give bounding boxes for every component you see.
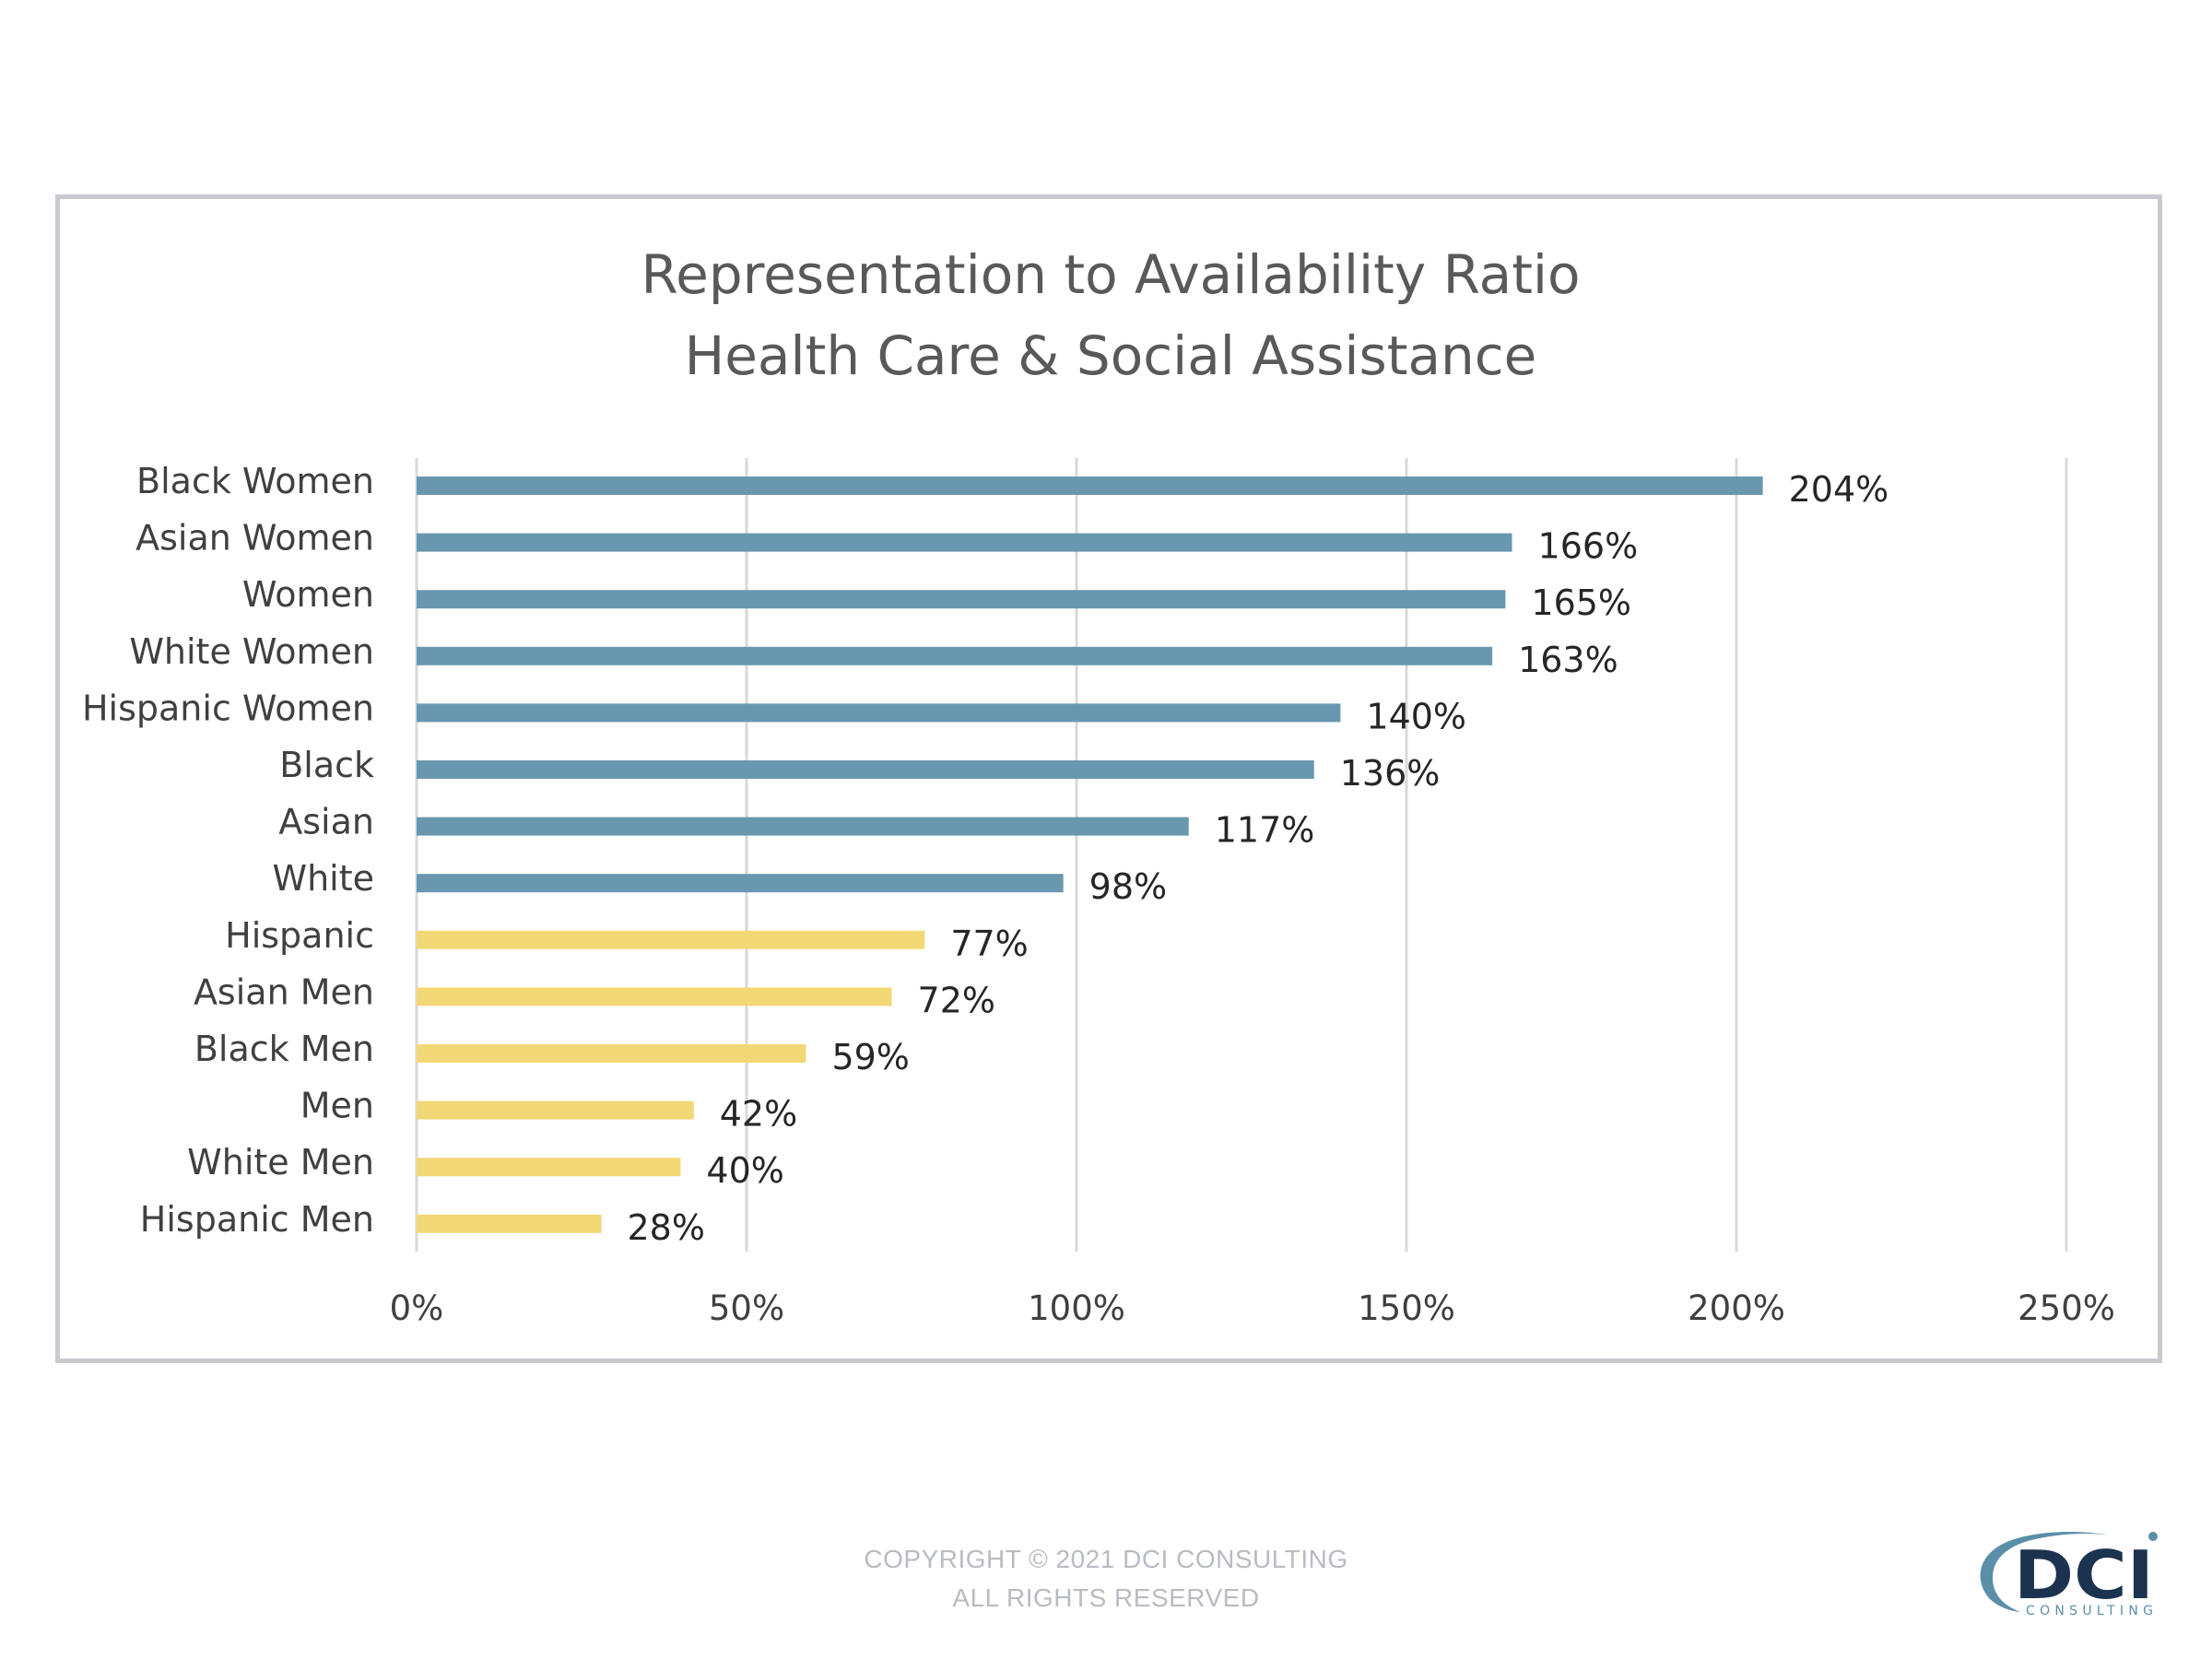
- data-label: 166%: [1538, 526, 1639, 567]
- bar: [417, 590, 1506, 609]
- data-label: 165%: [1531, 582, 1631, 623]
- bar: [417, 987, 892, 1006]
- category-label: Men: [300, 1086, 374, 1126]
- data-label: 40%: [706, 1150, 783, 1191]
- bar: [417, 930, 925, 949]
- bar: [417, 646, 1493, 665]
- bar: [417, 874, 1064, 893]
- category-label: Hispanic Men: [140, 1199, 374, 1240]
- copyright-text: COPYRIGHT © 2021 DCI CONSULTING: [864, 1545, 1348, 1573]
- category-label: Asian Men: [194, 971, 374, 1012]
- data-label: 72%: [918, 980, 995, 1020]
- bar: [417, 817, 1189, 836]
- data-label: 77%: [950, 924, 1028, 964]
- category-label: White Men: [187, 1142, 374, 1182]
- chart-title-line-2: Health Care & Social Assistance: [685, 324, 1537, 387]
- category-label: Hispanic Women: [82, 688, 374, 728]
- category-label: White: [273, 858, 375, 899]
- category-label: Women: [242, 574, 374, 615]
- x-tick-label: 100%: [1028, 1288, 1125, 1328]
- logo-subtext: CONSULTING: [2026, 1604, 2153, 1618]
- x-axis-tick-labels: 0% 50% 100% 150% 200% 250%: [390, 1288, 2115, 1328]
- category-label: Asian: [278, 802, 374, 842]
- data-label: 136%: [1340, 753, 1441, 794]
- data-label: 98%: [1089, 866, 1167, 907]
- bar: [417, 1044, 806, 1063]
- bar: [417, 703, 1341, 723]
- logo-text: DCI: [2014, 1536, 2154, 1614]
- category-labels: Black Women Asian Women Women White Women Hi…: [82, 461, 374, 1240]
- data-label: 117%: [1215, 810, 1315, 851]
- bar: [417, 760, 1314, 779]
- category-label: Hispanic: [225, 915, 374, 956]
- bar: [417, 1214, 602, 1233]
- bar: [417, 1158, 681, 1177]
- bar: [417, 1100, 694, 1120]
- gridlines: [415, 458, 2068, 1252]
- data-label: 140%: [1366, 696, 1466, 736]
- category-label: Black Men: [194, 1029, 374, 1069]
- bar: [417, 477, 1763, 495]
- category-label: Black: [279, 745, 374, 785]
- chart-title-line-1: Representation to Availability Ratio: [641, 243, 1580, 306]
- value-labels: 204% 166% 165% 163% 140% 136% 117% 98% 77% 72%59%…: [627, 469, 1888, 1248]
- data-label: 59%: [831, 1037, 909, 1077]
- data-label: 28%: [627, 1207, 704, 1248]
- dci-consulting-logo: DCI CONSULTING: [1980, 1532, 2158, 1618]
- category-label: Black Women: [136, 461, 374, 501]
- data-label: 204%: [1789, 469, 1889, 510]
- x-tick-label: 0%: [390, 1288, 444, 1328]
- data-label: 42%: [720, 1094, 797, 1135]
- x-tick-label: 150%: [1358, 1288, 1455, 1328]
- category-label: Asian Women: [135, 518, 374, 559]
- x-tick-label: 250%: [2018, 1288, 2115, 1328]
- x-tick-label: 200%: [1688, 1288, 1785, 1328]
- bars: [417, 477, 1763, 1233]
- data-label: 163%: [1518, 640, 1618, 680]
- x-tick-label: 50%: [709, 1288, 784, 1328]
- category-label: White Women: [129, 631, 374, 672]
- rights-reserved-text: ALL RIGHTS RESERVED: [952, 1583, 1260, 1612]
- bar: [417, 533, 1512, 552]
